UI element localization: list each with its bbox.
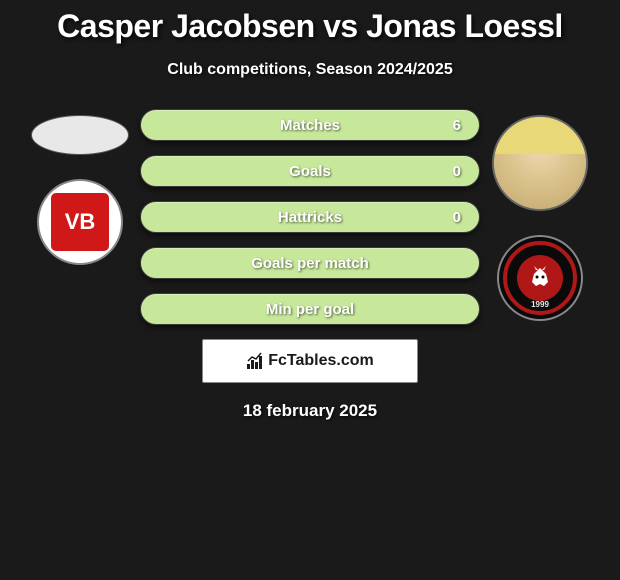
stat-bar: Goals per match <box>140 247 480 279</box>
club-logo-year: 1999 <box>531 300 549 309</box>
subtitle: Club competitions, Season 2024/2025 <box>167 61 452 79</box>
stat-value-right: 0 <box>453 209 461 226</box>
stat-label: Hattricks <box>278 209 342 226</box>
date-label: 18 february 2025 <box>243 401 377 421</box>
content-row: VB Matches 6 Goals 0 Hattricks 0 Goals p… <box>0 115 620 325</box>
player-avatar-placeholder <box>31 115 129 155</box>
left-side: VB <box>30 115 130 265</box>
comparison-card: Casper Jacobsen vs Jonas Loessl Club com… <box>0 0 620 580</box>
chart-icon <box>246 352 264 370</box>
attribution-text: FcTables.com <box>268 352 374 370</box>
stat-label: Goals per match <box>251 255 369 272</box>
club-logo-left-text: VB <box>48 190 112 254</box>
club-logo-right: 1999 <box>497 235 583 321</box>
club-logo-left: VB <box>37 179 123 265</box>
stat-bars: Matches 6 Goals 0 Hattricks 0 Goals per … <box>140 109 480 325</box>
player-avatar <box>492 115 588 211</box>
stat-label: Matches <box>280 117 340 134</box>
attribution-badge: FcTables.com <box>202 339 418 383</box>
avatar-hair <box>494 117 586 154</box>
stat-label: Min per goal <box>266 301 354 318</box>
page-title: Casper Jacobsen vs Jonas Loessl <box>57 8 563 45</box>
stat-bar: Hattricks 0 <box>140 201 480 233</box>
stat-label: Goals <box>289 163 331 180</box>
stat-bar: Goals 0 <box>140 155 480 187</box>
stat-value-right: 0 <box>453 163 461 180</box>
avatar-face <box>494 117 586 209</box>
right-side: 1999 <box>490 115 590 321</box>
stat-bar: Min per goal <box>140 293 480 325</box>
stat-bar: Matches 6 <box>140 109 480 141</box>
stat-value-right: 6 <box>453 117 461 134</box>
